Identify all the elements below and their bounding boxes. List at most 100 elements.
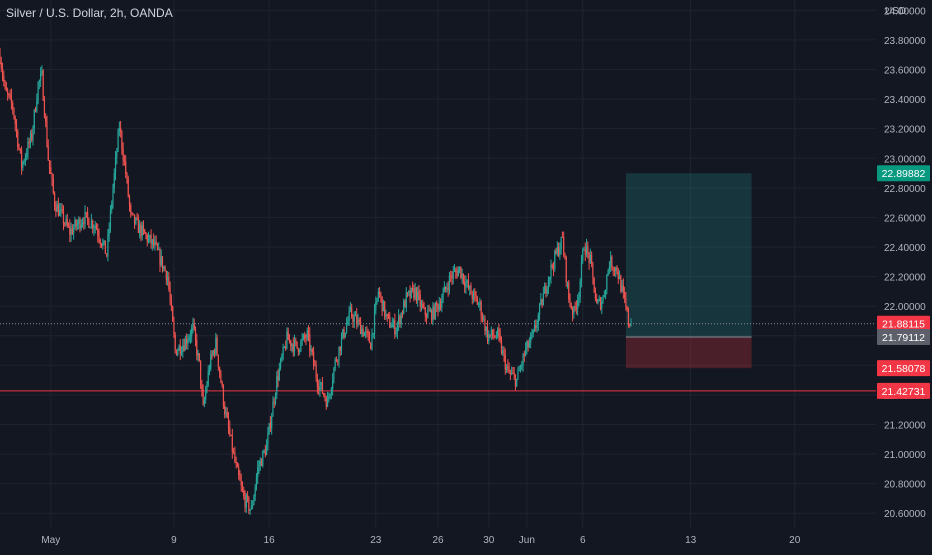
candle-body [314,364,316,367]
candle-body [260,460,263,466]
candle-body [626,307,628,310]
candle-body [564,253,566,258]
candle-body [315,366,317,378]
candle-body [451,276,453,279]
candle-body [159,249,161,266]
candle-body [570,305,572,309]
candle-body [221,382,223,386]
candle-body [368,334,371,343]
candle-body [566,282,569,284]
candle-body [142,225,145,230]
candle-body [483,318,485,320]
candle-body [592,263,594,278]
x-tick-label: 23 [370,535,382,546]
candle-body [224,405,226,415]
candle-body [236,464,239,468]
candle-body [201,384,203,391]
candle-body [550,264,552,277]
candle-body [321,382,324,394]
candle-body [439,304,442,308]
candle-body [283,346,285,348]
candle-body [211,354,213,356]
candle-body [437,305,439,311]
candle-body [574,306,576,308]
candle-body [419,294,421,307]
candle-body [602,296,604,302]
candle-body [498,328,500,335]
candle-body [545,286,547,294]
candle-body [112,187,114,204]
candle-body [94,225,96,228]
candle-body [405,292,407,308]
candle-body [618,275,621,280]
candle-body [526,341,528,349]
candle-body [525,348,527,356]
candle-body [258,466,260,468]
candle-body [109,210,112,229]
candle-body [188,337,190,341]
candle-body [478,304,480,306]
candle-body [219,367,221,374]
candle-body [588,252,590,263]
candle-body [305,337,307,339]
candle-body [192,323,194,328]
candle-body [189,336,192,338]
candle-body [349,307,351,312]
candle-body [412,287,414,289]
candle-body [366,330,368,332]
candle-body [344,332,346,337]
y-tick-label: 20.80000 [884,480,926,491]
candle-body [395,331,397,335]
candle-body [301,338,303,341]
candle-body [50,167,52,174]
candle-body [627,309,630,324]
candle-body [380,294,382,297]
candle-body [347,320,349,325]
candle-body [20,151,23,168]
candle-body [197,353,199,356]
candle-body [516,378,518,387]
candle-body [373,310,376,334]
candle-body [12,102,14,109]
candle-body [324,395,326,399]
candle-body [537,314,539,325]
candle-body [507,366,509,369]
chart-title: Silver / U.S. Dollar, 2h, OANDA [6,6,173,20]
candle-body [434,302,437,319]
candle-body [514,375,517,387]
candle-body [60,209,62,211]
candle-body [102,242,104,247]
candle-body [169,288,171,300]
candle-body [598,298,600,301]
candle-body [606,275,608,290]
candle-body [32,128,34,140]
candle-body [354,314,357,317]
candle-body [502,350,504,354]
candle-body [495,336,497,338]
candle-body [288,340,291,342]
candle-body [318,386,320,391]
candle-body [370,342,372,350]
candle-body [166,277,169,281]
candle-body [239,475,241,481]
candle-body [390,327,392,329]
candle-body [610,256,612,267]
candle-body [59,209,61,216]
candle-body [431,310,433,321]
candle-body [408,291,410,293]
candle-body [415,287,418,301]
candle-body [357,320,359,325]
candle-body [343,329,345,337]
candle-body [103,240,105,243]
candle-body [464,281,466,287]
candle-body [131,212,133,214]
candle-body [306,330,308,339]
candle-body [422,303,424,308]
candle-body [0,62,2,69]
candle-body [253,496,255,505]
candle-body [65,219,67,224]
candle-body [108,228,110,235]
candle-body [511,373,513,375]
